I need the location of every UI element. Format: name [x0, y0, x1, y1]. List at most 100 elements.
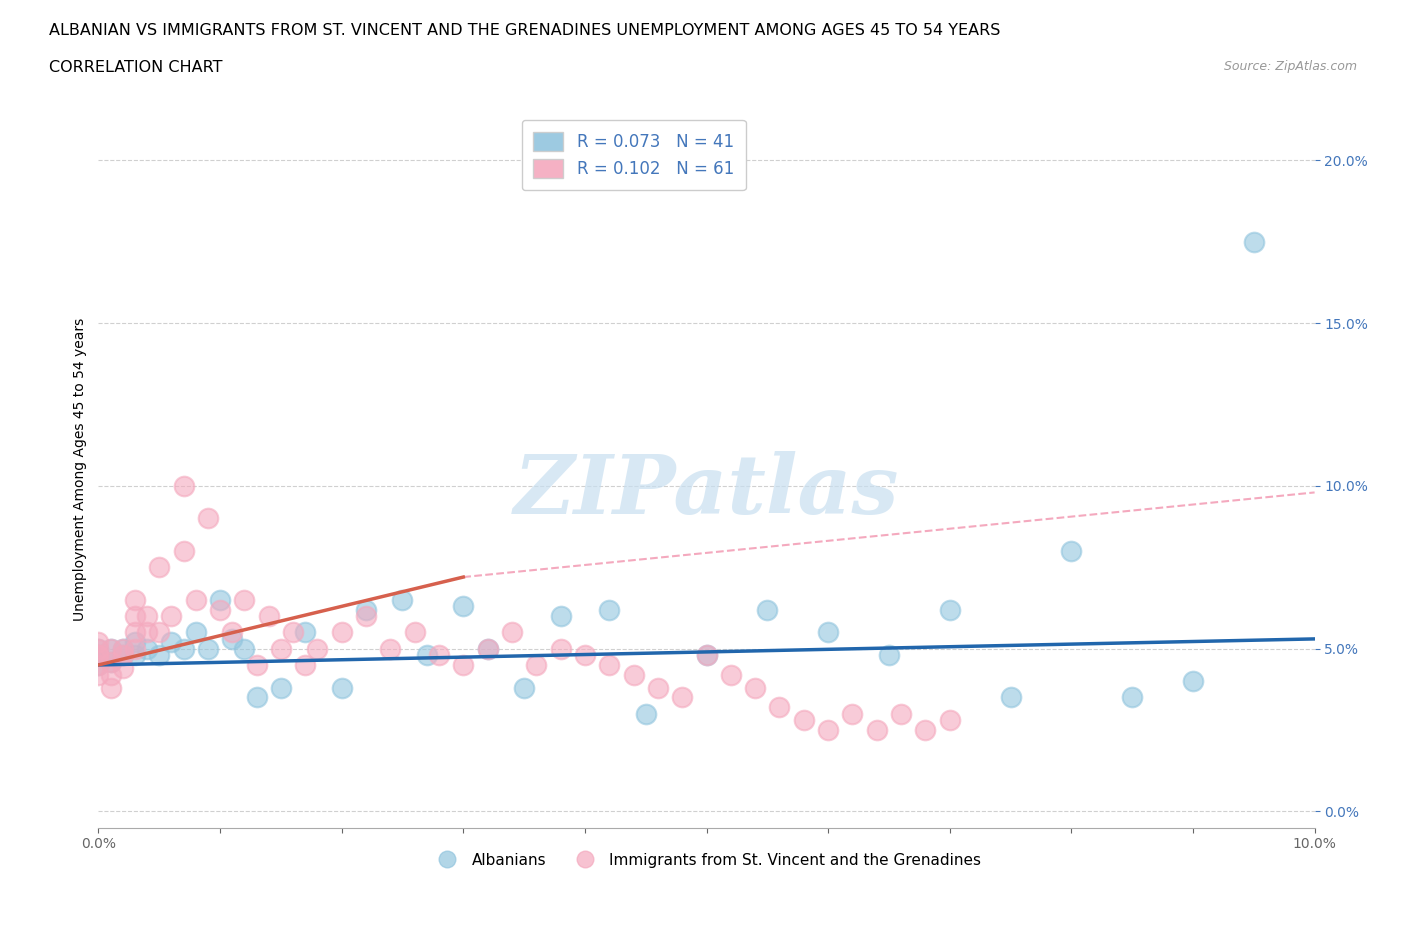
- Point: [744, 681, 766, 696]
- Text: CORRELATION CHART: CORRELATION CHART: [49, 60, 222, 75]
- Point: [1121, 690, 1143, 705]
- Point: [793, 712, 815, 727]
- Point: [550, 609, 572, 624]
- Point: [550, 642, 572, 657]
- Point: [87, 658, 110, 672]
- Point: [501, 625, 523, 640]
- Point: [221, 631, 243, 646]
- Point: [1182, 673, 1205, 688]
- Point: [87, 642, 110, 657]
- Point: [87, 647, 110, 662]
- Point: [647, 681, 669, 696]
- Point: [817, 625, 839, 640]
- Point: [939, 712, 962, 727]
- Point: [756, 603, 779, 618]
- Point: [87, 658, 110, 672]
- Point: [124, 609, 146, 624]
- Point: [233, 642, 256, 657]
- Y-axis label: Unemployment Among Ages 45 to 54 years: Unemployment Among Ages 45 to 54 years: [73, 318, 87, 621]
- Point: [197, 512, 219, 526]
- Point: [160, 634, 183, 649]
- Text: ZIPatlas: ZIPatlas: [513, 451, 900, 531]
- Point: [404, 625, 426, 640]
- Point: [136, 609, 159, 624]
- Point: [197, 642, 219, 657]
- Point: [245, 658, 267, 672]
- Point: [209, 603, 232, 618]
- Point: [416, 647, 439, 662]
- Point: [330, 625, 353, 640]
- Point: [477, 642, 499, 657]
- Point: [294, 658, 316, 672]
- Point: [100, 655, 122, 670]
- Point: [307, 642, 329, 657]
- Point: [87, 647, 110, 662]
- Point: [87, 647, 110, 662]
- Point: [209, 592, 232, 607]
- Point: [598, 658, 620, 672]
- Point: [136, 642, 159, 657]
- Point: [914, 723, 936, 737]
- Point: [623, 668, 645, 683]
- Point: [294, 625, 316, 640]
- Point: [354, 603, 377, 618]
- Point: [524, 658, 547, 672]
- Point: [100, 642, 122, 657]
- Legend: Albanians, Immigrants from St. Vincent and the Grenadines: Albanians, Immigrants from St. Vincent a…: [426, 846, 987, 874]
- Point: [148, 560, 170, 575]
- Point: [768, 700, 790, 715]
- Point: [380, 642, 402, 657]
- Point: [598, 603, 620, 618]
- Point: [184, 625, 207, 640]
- Point: [233, 592, 256, 607]
- Point: [87, 634, 110, 649]
- Point: [453, 599, 475, 614]
- Point: [173, 642, 195, 657]
- Point: [257, 609, 280, 624]
- Point: [111, 642, 134, 657]
- Point: [696, 647, 718, 662]
- Point: [634, 707, 657, 722]
- Point: [148, 647, 170, 662]
- Point: [111, 642, 134, 657]
- Point: [173, 543, 195, 558]
- Point: [1000, 690, 1022, 705]
- Point: [890, 707, 912, 722]
- Point: [245, 690, 267, 705]
- Point: [136, 625, 159, 640]
- Point: [513, 681, 536, 696]
- Point: [477, 642, 499, 657]
- Point: [270, 642, 292, 657]
- Point: [671, 690, 693, 705]
- Point: [124, 642, 146, 657]
- Point: [391, 592, 413, 607]
- Point: [817, 723, 839, 737]
- Point: [173, 478, 195, 493]
- Point: [124, 592, 146, 607]
- Point: [148, 625, 170, 640]
- Point: [866, 723, 889, 737]
- Point: [427, 647, 450, 662]
- Text: Source: ZipAtlas.com: Source: ZipAtlas.com: [1223, 60, 1357, 73]
- Point: [87, 642, 110, 657]
- Point: [111, 647, 134, 662]
- Point: [160, 609, 183, 624]
- Point: [100, 681, 122, 696]
- Point: [270, 681, 292, 696]
- Point: [696, 647, 718, 662]
- Point: [1243, 234, 1265, 249]
- Point: [1060, 543, 1083, 558]
- Point: [221, 625, 243, 640]
- Point: [124, 634, 146, 649]
- Point: [100, 655, 122, 670]
- Text: ALBANIAN VS IMMIGRANTS FROM ST. VINCENT AND THE GRENADINES UNEMPLOYMENT AMONG AG: ALBANIAN VS IMMIGRANTS FROM ST. VINCENT …: [49, 23, 1001, 38]
- Point: [574, 647, 596, 662]
- Point: [184, 592, 207, 607]
- Point: [111, 647, 134, 662]
- Point: [100, 642, 122, 657]
- Point: [124, 625, 146, 640]
- Point: [354, 609, 377, 624]
- Point: [87, 668, 110, 683]
- Point: [877, 647, 900, 662]
- Point: [281, 625, 304, 640]
